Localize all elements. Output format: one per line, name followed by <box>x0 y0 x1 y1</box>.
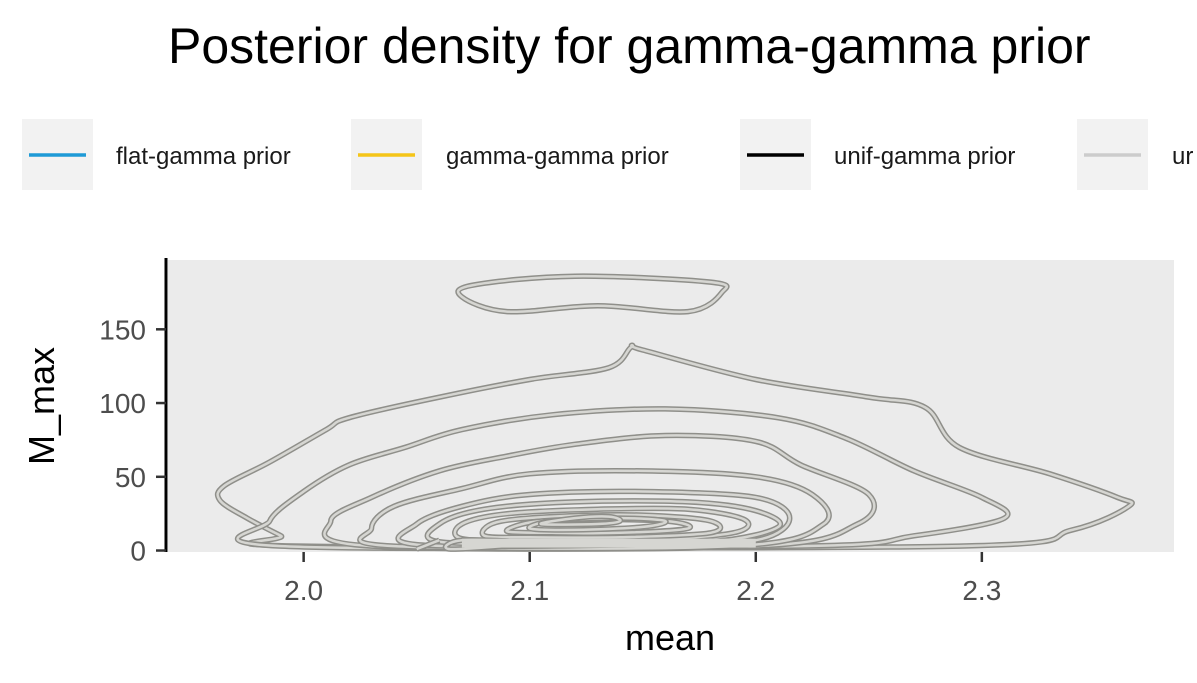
contour-line <box>323 434 876 551</box>
contour-line <box>416 539 440 551</box>
y-tick-label: 150 <box>99 314 146 345</box>
legend-label: gamma-gamma prior <box>446 143 669 170</box>
x-tick-label: 2.0 <box>284 575 323 606</box>
legend-item: gamma-gamma prior <box>351 119 669 190</box>
contour-line <box>456 274 729 314</box>
contour-line <box>236 407 1010 550</box>
y-tick-label: 0 <box>130 536 146 567</box>
contour-layer <box>214 273 1135 552</box>
legend-label: ur <box>1172 143 1193 170</box>
y-axis-ticks: 0 50 100 150 <box>99 314 166 567</box>
x-tick-label: 2.1 <box>510 575 549 606</box>
contour-line <box>481 513 722 539</box>
legend: flat-gamma prior gamma-gamma prior unif-ga… <box>22 119 1193 190</box>
y-tick-label: 50 <box>115 462 146 493</box>
contour-line <box>539 515 622 526</box>
x-tick-label: 2.3 <box>962 575 1001 606</box>
x-axis-title: mean <box>625 617 715 658</box>
legend-item: flat-gamma prior <box>22 119 291 190</box>
legend-item: ur <box>1077 119 1193 190</box>
x-tick-label: 2.2 <box>736 575 775 606</box>
legend-item: unif-gamma prior <box>740 119 1015 190</box>
legend-label: unif-gamma prior <box>834 143 1015 170</box>
contour-band <box>461 538 756 548</box>
chart-title: Posterior density for gamma-gamma prior <box>168 18 1091 74</box>
x-axis-ticks: 2.0 2.1 2.2 2.3 <box>284 552 1001 606</box>
y-tick-label: 100 <box>99 388 146 419</box>
legend-label: flat-gamma prior <box>116 143 291 170</box>
contour-line <box>216 344 1134 550</box>
y-axis-title: M_max <box>21 347 62 465</box>
